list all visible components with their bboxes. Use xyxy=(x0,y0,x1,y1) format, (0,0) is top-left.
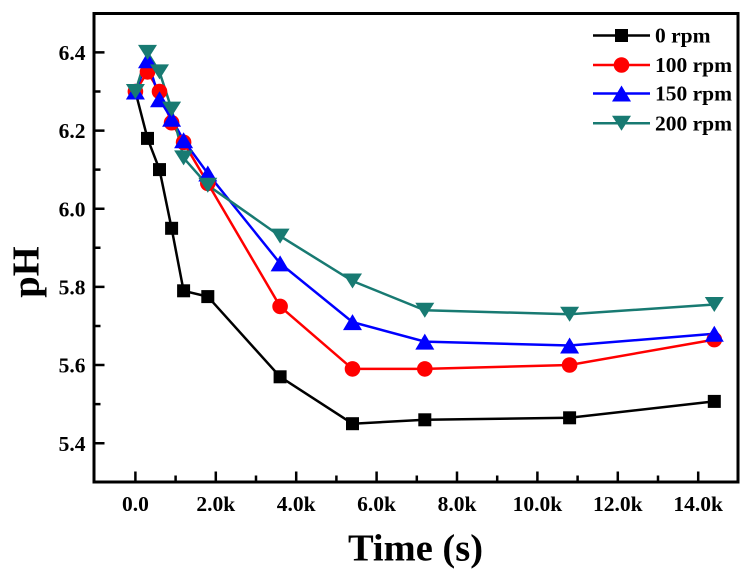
svg-text:6.2: 6.2 xyxy=(59,119,86,143)
svg-text:6.4: 6.4 xyxy=(59,41,86,65)
svg-text:200 rpm: 200 rpm xyxy=(655,111,732,135)
svg-text:10.0k: 10.0k xyxy=(513,492,563,516)
svg-text:100 rpm: 100 rpm xyxy=(655,53,732,77)
svg-text:150 rpm: 150 rpm xyxy=(655,82,732,106)
svg-text:2.0k: 2.0k xyxy=(196,492,235,516)
svg-text:0.0: 0.0 xyxy=(122,492,149,516)
svg-text:Time (s): Time (s) xyxy=(348,528,483,570)
svg-text:0 rpm: 0 rpm xyxy=(655,24,711,48)
svg-text:pH: pH xyxy=(6,246,48,297)
svg-text:5.8: 5.8 xyxy=(59,276,86,300)
svg-text:4.0k: 4.0k xyxy=(277,492,316,516)
svg-text:5.6: 5.6 xyxy=(59,354,86,378)
svg-text:5.4: 5.4 xyxy=(59,432,86,456)
svg-text:6.0: 6.0 xyxy=(59,197,86,221)
svg-text:8.0k: 8.0k xyxy=(438,492,477,516)
svg-text:12.0k: 12.0k xyxy=(593,492,643,516)
svg-text:14.0k: 14.0k xyxy=(673,492,723,516)
svg-text:6.0k: 6.0k xyxy=(357,492,396,516)
